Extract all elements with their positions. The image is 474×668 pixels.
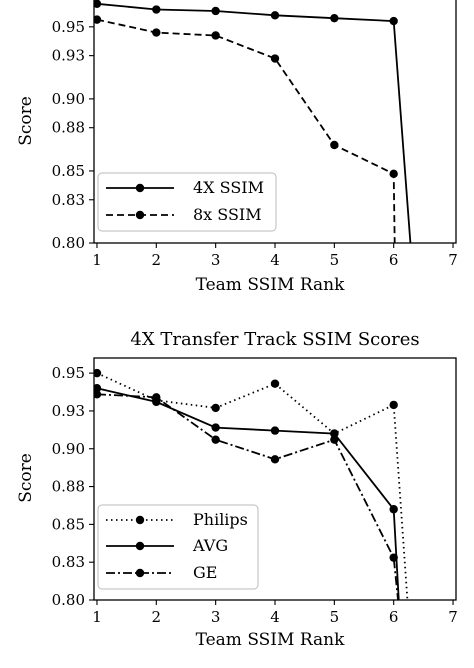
data-point bbox=[389, 553, 398, 562]
data-point bbox=[389, 400, 398, 410]
y-tick-label: 0.83 bbox=[52, 191, 85, 209]
data-point bbox=[270, 379, 280, 388]
data-point bbox=[270, 54, 280, 63]
y-tick-label: 0.85 bbox=[52, 162, 85, 180]
x-tick-label: 2 bbox=[152, 251, 162, 269]
plot-area bbox=[94, 0, 412, 243]
data-point bbox=[330, 140, 339, 150]
y-tick-label: 0.83 bbox=[52, 553, 85, 571]
y-tick-label: 0.80 bbox=[52, 591, 85, 609]
x-tick-label: 5 bbox=[330, 608, 340, 626]
data-point bbox=[389, 169, 398, 179]
data-point bbox=[211, 435, 220, 444]
data-point bbox=[211, 423, 220, 432]
x-tick-label: 1 bbox=[92, 251, 102, 269]
legend-marker bbox=[135, 541, 145, 551]
legend: 4X SSIM 8x SSIM bbox=[97, 172, 277, 232]
y-tick-label: 0.80 bbox=[52, 234, 85, 252]
x-tick-label: 7 bbox=[448, 251, 458, 269]
y-axis-label: Score bbox=[16, 453, 36, 503]
y-tick-label: 0.95 bbox=[52, 364, 85, 382]
y-tick-label: 0.90 bbox=[52, 440, 85, 458]
data-point bbox=[211, 403, 220, 413]
x-tick-label: 3 bbox=[211, 608, 221, 626]
data-point bbox=[152, 5, 161, 14]
x-tick-label: 7 bbox=[448, 608, 458, 626]
plot-area bbox=[94, 368, 409, 600]
chart-title: 4X Transfer Track SSIM Scores bbox=[130, 329, 419, 350]
y-tick-label: 0.93 bbox=[52, 47, 85, 65]
data-point bbox=[330, 435, 339, 444]
x-tick-label: 1 bbox=[92, 608, 102, 626]
legend-label: 4X SSIM bbox=[193, 178, 264, 197]
y-tick-label: 0.90 bbox=[52, 90, 85, 108]
x-tick-label: 2 bbox=[152, 608, 162, 626]
legend-label: Philips bbox=[193, 510, 248, 529]
data-point bbox=[211, 6, 220, 16]
data-point bbox=[152, 28, 161, 37]
data-point bbox=[211, 31, 220, 40]
x-tick-label: 4 bbox=[270, 251, 280, 269]
data-point bbox=[330, 429, 339, 438]
y-tick-label: 0.93 bbox=[52, 402, 85, 420]
x-tick-label: 3 bbox=[211, 251, 221, 269]
y-tick-label: 0.85 bbox=[52, 515, 85, 533]
legend-label: AVG bbox=[192, 536, 228, 555]
x-tick-label: 6 bbox=[389, 251, 399, 269]
data-point bbox=[270, 455, 280, 464]
y-tick-label: 0.88 bbox=[52, 478, 85, 496]
data-point bbox=[94, 0, 102, 8]
data-point bbox=[389, 505, 398, 514]
x-tick-label: 5 bbox=[330, 251, 340, 269]
chart-panel-bottom: 4X Transfer Track SSIM Scores 1 2 3 4 5 6 7 0.80… bbox=[16, 329, 458, 650]
y-tick-label: 0.88 bbox=[52, 119, 85, 137]
legend-box bbox=[97, 504, 259, 590]
data-point bbox=[94, 368, 102, 378]
legend-marker bbox=[135, 183, 145, 193]
y-axis-label: Score bbox=[16, 96, 36, 146]
x-tick-label: 6 bbox=[389, 608, 399, 626]
data-point bbox=[270, 11, 280, 20]
legend-marker bbox=[135, 515, 145, 525]
data-point bbox=[152, 393, 161, 402]
legend-marker bbox=[135, 568, 145, 578]
legend: Philips AVG GE bbox=[97, 504, 259, 590]
data-point bbox=[389, 16, 398, 26]
data-point bbox=[94, 15, 102, 24]
x-axis-label: Team SSIM Rank bbox=[196, 630, 346, 650]
legend-label: GE bbox=[193, 563, 217, 582]
data-point bbox=[270, 426, 280, 435]
data-point bbox=[94, 390, 102, 399]
data-point bbox=[330, 13, 339, 23]
legend-marker bbox=[135, 210, 145, 220]
x-axis-label: Team SSIM Rank bbox=[196, 275, 346, 295]
y-tick-label: 0.95 bbox=[52, 18, 85, 36]
chart-panel-top: 1 2 3 4 5 6 7 0.80 0.83 0.85 0.88 0.90 0.93 0.95 Team … bbox=[16, 0, 458, 295]
x-tick-label: 4 bbox=[270, 608, 280, 626]
legend-label: 8x SSIM bbox=[193, 205, 262, 224]
